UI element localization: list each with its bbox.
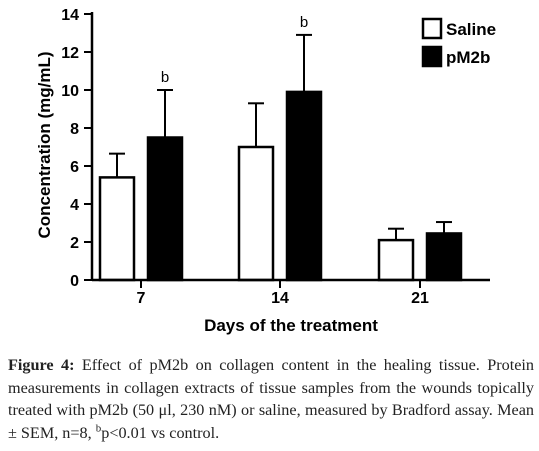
y-tick-label-4: 8: [70, 121, 79, 138]
x-tick-label-21: 21: [411, 290, 429, 307]
bar-saline-21: [377, 238, 415, 282]
x-axis-title: Days of the treatment: [204, 316, 378, 335]
bars: [98, 90, 463, 282]
error-bars: [109, 33, 452, 241]
y-tick-label-5: 10: [61, 83, 79, 100]
caption-label: Figure 4:: [8, 356, 75, 374]
figure-caption: Figure 4: Effect of pM2b on collagen con…: [8, 354, 534, 444]
caption-tail: p<0.01 vs control.: [101, 423, 220, 442]
bar-pm2b-7: [146, 136, 184, 282]
annotation-14: b: [300, 14, 308, 31]
y-tick-label-2: 4: [70, 197, 79, 214]
y-axis-ticks: 0 2 4 6 8 10 12 14: [61, 7, 92, 290]
annotations: bb: [161, 14, 308, 86]
legend-label-pm2b: pM2b: [446, 48, 490, 67]
legend: Saline pM2b: [421, 17, 496, 68]
bar-pm2b-21: [425, 232, 463, 282]
bar-saline-14: [237, 145, 275, 282]
caption-superscript: b: [95, 422, 102, 435]
y-axis-title: Concentration (mg/mL): [35, 52, 54, 239]
y-tick-label-3: 6: [70, 159, 79, 176]
bar-saline-7: [98, 176, 136, 282]
caption-text: Effect of pM2b on collagen content in th…: [8, 356, 534, 442]
y-tick-label-6: 12: [61, 45, 79, 62]
x-axis-ticks: 7 14 21: [137, 280, 429, 307]
legend-swatch-saline: [421, 17, 443, 40]
x-tick-label-7: 7: [137, 290, 146, 307]
legend-label-saline: Saline: [446, 20, 496, 39]
y-tick-label-7: 14: [61, 7, 79, 24]
annotation-7: b: [161, 69, 169, 86]
x-tick-label-14: 14: [271, 290, 289, 307]
y-tick-label-0: 0: [70, 273, 79, 290]
legend-swatch-pm2b: [421, 45, 443, 68]
y-tick-label-1: 2: [70, 235, 79, 252]
bar-pm2b-14: [285, 90, 323, 282]
